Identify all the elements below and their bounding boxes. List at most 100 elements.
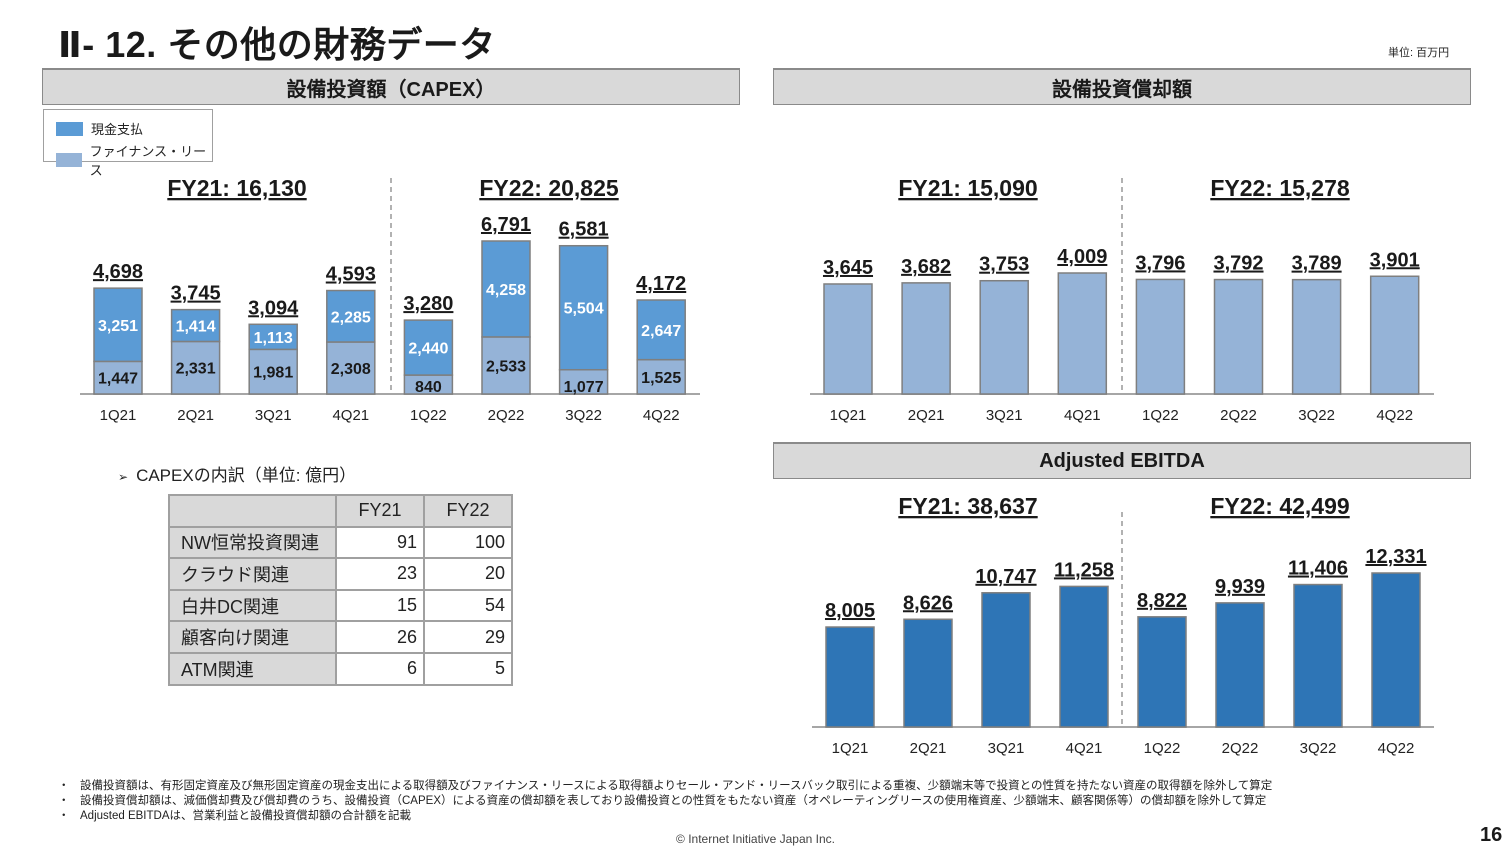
- depreciation-fy22-total-label: FY22: 15,278: [1210, 175, 1350, 201]
- ebitda-x-tick-label: 4Q21: [1066, 740, 1103, 757]
- depreciation-x-tick-label: 2Q21: [908, 407, 945, 424]
- capex-finance-lease-value-label: 840: [415, 379, 442, 396]
- depreciation-x-tick-label: 3Q21: [986, 407, 1023, 424]
- depreciation-value-label: 3,796: [1135, 252, 1185, 274]
- ebitda-bar: [1215, 602, 1265, 728]
- depreciation-x-tick-label: 1Q21: [830, 407, 867, 424]
- ebitda-section-header: Adjusted EBITDA: [773, 442, 1471, 479]
- capex-finance-lease-value-label: 1,981: [253, 365, 293, 382]
- capex-bar-cash-payment: [93, 287, 143, 363]
- breakdown-title: ➢ CAPEXの内訳（単位: 億円）: [118, 461, 356, 486]
- ebitda-x-tick-label: 1Q22: [1144, 740, 1181, 757]
- capex-bar-cash-payment: [170, 308, 221, 343]
- depreciation-bar: [823, 283, 873, 395]
- capex-breakdown-table: FY21 FY22 NW恒常投資関連 91 100 クラウド関連 23 20 白…: [168, 494, 513, 686]
- ebitda-x-tick-label: 2Q22: [1222, 740, 1259, 757]
- table-row: 顧客向け関連 26 29: [168, 620, 513, 654]
- depreciation-bar: [1291, 278, 1342, 395]
- ebitda-value-label: 8,822: [1137, 590, 1187, 612]
- capex-cash-payment-value-label: 4,258: [486, 282, 526, 299]
- note-bullet: ・: [58, 780, 70, 792]
- ebitda-value-label: 8,626: [903, 592, 953, 614]
- ebitda-bar: [1137, 616, 1187, 728]
- table-corner-cell: [168, 494, 337, 528]
- row-label: クラウド関連: [168, 557, 337, 591]
- legend-swatch-finance-lease: [56, 153, 82, 167]
- capex-cash-payment-value-label: 5,504: [564, 301, 604, 318]
- breakdown-title-text: CAPEXの内訳（単位: 億円）: [136, 466, 357, 485]
- table-row: ATM関連 6 5: [168, 651, 513, 686]
- capex-bar-finance-lease: [170, 340, 221, 395]
- capex-cash-payment-value-label: 2,647: [641, 323, 681, 340]
- table-header-row: FY21 FY22: [168, 494, 513, 528]
- bullet-arrow-icon: ➢: [118, 470, 129, 484]
- depreciation-bar: [1057, 272, 1108, 395]
- ebitda-bar: [1371, 572, 1421, 728]
- cell-fy22: 100: [423, 525, 513, 560]
- capex-section-header: 設備投資額（CAPEX）: [42, 68, 740, 105]
- ebitda-x-tick-label: 3Q22: [1300, 740, 1337, 757]
- capex-bar-cash-payment: [403, 319, 454, 376]
- depreciation-value-label: 4,009: [1057, 246, 1107, 268]
- legend-item-cash: 現金支払: [56, 119, 143, 138]
- capex-finance-lease-value-label: 2,533: [486, 358, 526, 375]
- cell-fy22: 5: [423, 651, 513, 686]
- capex-legend: 現金支払 ファイナンス・リース: [43, 109, 213, 178]
- capex-bar-cash-payment: [248, 323, 298, 351]
- cell-fy21: 91: [335, 525, 425, 560]
- ebitda-x-tick-label: 1Q21: [832, 740, 869, 757]
- depreciation-bar: [979, 279, 1029, 395]
- cell-fy22: 54: [423, 588, 513, 623]
- capex-finance-lease-value-label: 1,525: [641, 370, 681, 387]
- depreciation-chart: FY21: 15,090 FY22: 15,278 1Q21 2Q21 3Q21 4Q…: [810, 175, 1434, 424]
- footnote-text: 設備投資償却額は、減価償却費及び償却費のうち、設備投資（CAPEX）による資産の…: [80, 795, 1267, 807]
- capex-finance-lease-value-label: 1,447: [98, 371, 138, 388]
- depreciation-value-label: 3,792: [1213, 253, 1263, 275]
- capex-bar-cash-payment: [636, 299, 686, 361]
- note-bullet: ・: [58, 810, 70, 822]
- capex-bar-finance-lease: [558, 368, 609, 395]
- ebitda-value-label: 10,747: [975, 566, 1036, 588]
- cell-fy22: 20: [423, 557, 513, 591]
- depreciation-x-tick-label: 3Q22: [1298, 407, 1335, 424]
- capex-bar-finance-lease: [248, 348, 298, 395]
- page-number: 16: [1480, 824, 1503, 846]
- ebitda-bar: [903, 618, 953, 728]
- capex-bar-cash-payment: [481, 240, 531, 338]
- table-row: NW恒常投資関連 91 100: [168, 525, 513, 560]
- cell-fy21: 15: [335, 588, 425, 623]
- cell-fy22: 29: [423, 620, 513, 654]
- column-header-fy21: FY21: [335, 494, 425, 528]
- depreciation-value-label: 3,645: [823, 257, 873, 279]
- ebitda-x-tick-label: 4Q22: [1378, 740, 1415, 757]
- ebitda-section-title: Adjusted EBITDA: [1039, 449, 1205, 472]
- footnotes: ・設備投資額は、有形固定資産及び無形固定資産の現金支出による取得額及びファイナン…: [58, 779, 1272, 824]
- ebitda-value-label: 12,331: [1365, 546, 1426, 568]
- capex-fy22-total-label: FY22: 20,825: [479, 175, 619, 201]
- legend-label-finance-lease: ファイナンス・リース: [89, 144, 207, 178]
- depreciation-value-label: 3,753: [979, 254, 1029, 276]
- footnote: ・ Adjusted EBITDAは、営業利益と設備投資償却額の合計額を記載: [58, 809, 1272, 824]
- cell-fy21: 23: [335, 557, 425, 591]
- ebitda-value-label: 11,406: [1288, 558, 1348, 580]
- ebitda-x-tick-label: 2Q21: [910, 740, 947, 757]
- ebitda-chart: FY21: 38,637 FY22: 42,499 1Q21 2Q21 3Q21 4Q…: [812, 493, 1434, 757]
- legend-item-finance-lease: ファイナンス・リース: [56, 141, 212, 179]
- cell-fy21: 6: [335, 651, 425, 686]
- capex-cash-payment-value-label: 3,251: [98, 318, 138, 335]
- ebitda-value-label: 11,258: [1054, 559, 1114, 581]
- depreciation-value-label: 3,682: [901, 256, 951, 278]
- depreciation-bar: [901, 282, 951, 395]
- capex-x-tick-label: 2Q22: [488, 407, 525, 424]
- capex-x-tick-label: 4Q22: [643, 407, 680, 424]
- capex-section-title: 設備投資額（CAPEX）: [286, 78, 496, 101]
- ebitda-value-label: 8,005: [825, 600, 875, 622]
- table-row: 白井DC関連 15 54: [168, 588, 513, 623]
- depreciation-bar: [1213, 278, 1264, 395]
- capex-total-value-label: 3,745: [171, 283, 221, 305]
- ebitda-fy21-total-label: FY21: 38,637: [898, 493, 1037, 519]
- capex-total-value-label: 4,172: [636, 273, 686, 295]
- capex-x-tick-label: 2Q21: [177, 407, 214, 424]
- capex-x-tick-label: 1Q21: [100, 407, 137, 424]
- row-label: 白井DC関連: [168, 588, 337, 623]
